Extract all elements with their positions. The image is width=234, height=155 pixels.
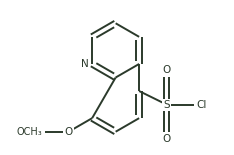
- Text: O: O: [65, 127, 73, 137]
- Text: O: O: [163, 65, 171, 75]
- Text: OCH₃: OCH₃: [17, 127, 42, 137]
- Text: Cl: Cl: [197, 100, 207, 110]
- Text: S: S: [163, 100, 170, 110]
- Text: O: O: [163, 134, 171, 144]
- Text: N: N: [81, 59, 89, 69]
